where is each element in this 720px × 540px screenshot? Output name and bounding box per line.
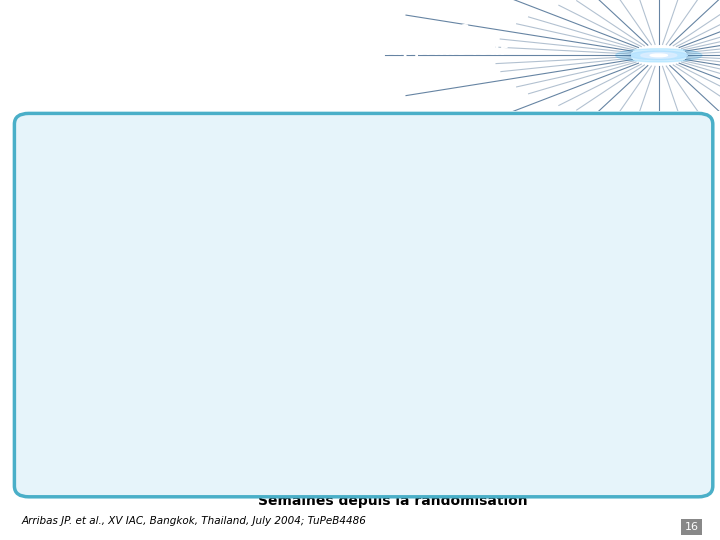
Text: Patient DO-10: Patient DO-10 xyxy=(123,138,233,151)
Text: Les 3 patients en échec de maintenance n’ont pas
développé de résistance aux IP : Les 3 patients en échec de maintenance n… xyxy=(14,20,508,80)
Text: 3.81 μg/mL: 3.81 μg/mL xyxy=(150,282,217,295)
Text: Réinduction: AZT + 3TC: Réinduction: AZT + 3TC xyxy=(474,164,652,177)
Text: 4.40 μg/mL: 4.40 μg/mL xyxy=(225,282,292,295)
Circle shape xyxy=(650,54,667,57)
Circle shape xyxy=(630,51,688,60)
Circle shape xyxy=(616,49,702,62)
Text: Génotype : pas de mutations: Génotype : pas de mutations xyxy=(269,224,486,237)
Text: Cmin LPV: Cmin LPV xyxy=(166,261,237,275)
Text: Arribas JP. et al., XV IAC, Bangkok, Thailand, July 2004; TuPeB4486: Arribas JP. et al., XV IAC, Bangkok, Tha… xyxy=(22,516,366,526)
Circle shape xyxy=(641,52,677,58)
Text: Semaines depuis la randomisation: Semaines depuis la randomisation xyxy=(258,494,527,508)
Text: ARN VIH c/mL: ARN VIH c/mL xyxy=(36,242,49,338)
Text: 16: 16 xyxy=(685,522,698,532)
